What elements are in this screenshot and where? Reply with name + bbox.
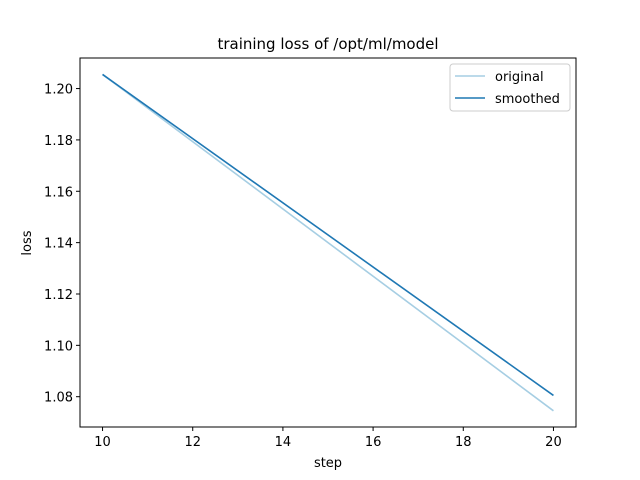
x-axis-label: step	[314, 456, 342, 471]
chart-title: training loss of /opt/ml/model	[217, 35, 438, 53]
y-tick-label: 1.18	[44, 134, 73, 149]
series-line-original	[102, 73, 554, 412]
x-tick-label: 18	[455, 435, 472, 450]
x-tick-label: 14	[275, 435, 292, 450]
x-axis: 10 12 14 16 18 20	[94, 427, 562, 450]
x-tick-label: 16	[365, 435, 382, 450]
x-tick-label: 12	[184, 435, 201, 450]
legend-label-smoothed: smoothed	[495, 92, 560, 107]
series-line-smoothed	[102, 73, 554, 397]
y-tick-label: 1.08	[44, 391, 73, 406]
y-tick-label: 1.16	[44, 185, 73, 200]
y-tick-label: 1.14	[44, 237, 73, 252]
legend: original smoothed	[449, 63, 571, 112]
x-tick-label: 10	[94, 435, 111, 450]
y-tick-label: 1.20	[44, 83, 73, 98]
y-axis: 1.08 1.10 1.12 1.14 1.16 1.18 1.20	[44, 83, 80, 406]
y-tick-label: 1.12	[44, 288, 73, 303]
series-group	[102, 73, 554, 412]
y-axis-label: loss	[20, 230, 35, 255]
legend-label-original: original	[495, 70, 544, 85]
y-tick-label: 1.10	[44, 339, 73, 354]
x-tick-label: 20	[545, 435, 562, 450]
